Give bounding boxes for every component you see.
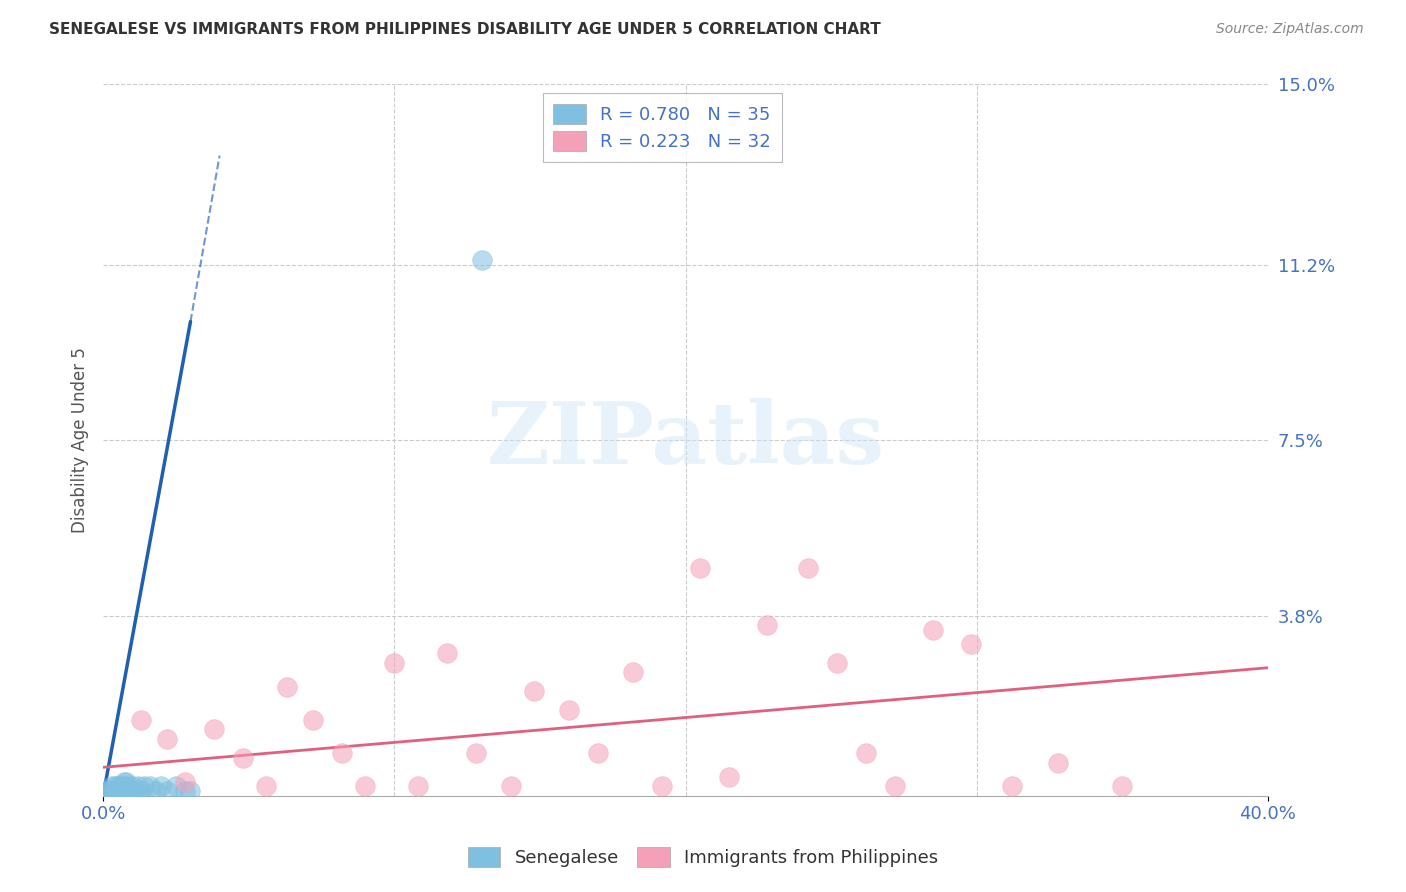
Legend: Senegalese, Immigrants from Philippines: Senegalese, Immigrants from Philippines — [461, 839, 945, 874]
Point — [254, 779, 277, 793]
Point — [1111, 779, 1133, 793]
Point — [471, 252, 494, 267]
Point — [756, 618, 779, 632]
Point — [165, 779, 187, 793]
Point — [922, 623, 945, 637]
Point — [104, 779, 127, 793]
Point — [97, 789, 120, 803]
Point — [179, 784, 201, 798]
Point — [150, 779, 173, 793]
Point — [107, 779, 129, 793]
Point — [301, 713, 323, 727]
Point — [718, 770, 741, 784]
Text: SENEGALESE VS IMMIGRANTS FROM PHILIPPINES DISABILITY AGE UNDER 5 CORRELATION CHA: SENEGALESE VS IMMIGRANTS FROM PHILIPPINE… — [49, 22, 882, 37]
Point — [107, 789, 129, 803]
Point — [145, 784, 167, 798]
Point — [138, 779, 160, 793]
Point — [173, 774, 195, 789]
Point — [121, 779, 143, 793]
Point — [110, 789, 132, 803]
Point — [173, 784, 195, 798]
Point — [232, 751, 254, 765]
Point — [884, 779, 907, 793]
Point — [202, 723, 225, 737]
Point — [112, 784, 135, 798]
Text: ZIPatlas: ZIPatlas — [486, 398, 884, 482]
Point — [960, 637, 983, 651]
Point — [107, 784, 129, 798]
Point — [689, 561, 711, 575]
Point — [118, 784, 141, 798]
Legend: R = 0.780   N = 35, R = 0.223   N = 32: R = 0.780 N = 35, R = 0.223 N = 32 — [543, 94, 782, 162]
Point — [523, 684, 546, 698]
Point — [586, 746, 609, 760]
Point — [436, 647, 458, 661]
Point — [115, 774, 138, 789]
Point — [104, 784, 127, 798]
Point — [101, 779, 124, 793]
Point — [825, 656, 848, 670]
Point — [464, 746, 486, 760]
Point — [115, 784, 138, 798]
Point — [112, 774, 135, 789]
Point — [110, 784, 132, 798]
Point — [104, 789, 127, 803]
Y-axis label: Disability Age Under 5: Disability Age Under 5 — [72, 347, 89, 533]
Point — [94, 784, 117, 798]
Point — [651, 779, 673, 793]
Point — [156, 784, 179, 798]
Point — [156, 731, 179, 746]
Point — [127, 779, 149, 793]
Text: Source: ZipAtlas.com: Source: ZipAtlas.com — [1216, 22, 1364, 37]
Point — [101, 784, 124, 798]
Point — [1047, 756, 1070, 770]
Point — [129, 713, 152, 727]
Point — [276, 680, 298, 694]
Point — [1001, 779, 1024, 793]
Point — [124, 784, 146, 798]
Point — [330, 746, 353, 760]
Point — [855, 746, 877, 760]
Point — [406, 779, 429, 793]
Point — [382, 656, 405, 670]
Point — [797, 561, 820, 575]
Point — [129, 784, 152, 798]
Point — [115, 779, 138, 793]
Point — [110, 779, 132, 793]
Point — [621, 665, 644, 680]
Point — [558, 703, 581, 717]
Point — [499, 779, 522, 793]
Point — [94, 789, 117, 803]
Point — [354, 779, 377, 793]
Point — [132, 779, 155, 793]
Point — [101, 789, 124, 803]
Point — [97, 784, 120, 798]
